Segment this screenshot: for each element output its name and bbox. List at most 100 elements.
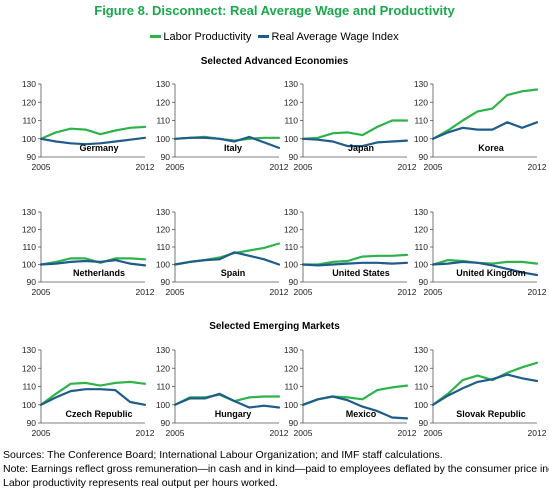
x-tick-label-slovak-republic: 2005 (424, 428, 443, 438)
x-tick-label-slovak-republic: 2012 (528, 428, 547, 438)
panel-italy: 90 100 110 120 130 2005 2012 Italy (156, 79, 289, 172)
y-tick-label-united-states: 130 (284, 207, 298, 217)
panel-title-korea: Korea (478, 143, 505, 153)
panel-netherlands: 90 100 110 120 130 2005 2012 Netherlands (22, 207, 155, 297)
panel-title-mexico: Mexico (346, 409, 377, 419)
footnotes: Sources: The Conference Board; Internati… (3, 448, 549, 490)
x-tick-label-spain: 2005 (166, 287, 185, 297)
wage-line-netherlands (39, 259, 147, 267)
y-tick-label-czech-republic: 110 (22, 382, 36, 392)
y-tick-label-japan: 100 (284, 134, 298, 144)
legend-item-productivity: Labor Productivity (150, 31, 251, 43)
y-tick-label-korea: 90 (419, 152, 429, 162)
y-tick-label-germany: 100 (22, 134, 36, 144)
productivity-line-united-states (301, 253, 409, 266)
x-tick-label-mexico: 2012 (398, 428, 417, 438)
y-tick-label-hungary: 130 (156, 345, 170, 355)
x-tick-label-hungary: 2005 (166, 428, 185, 438)
y-tick-label-netherlands: 120 (22, 225, 36, 235)
y-tick-label-czech-republic: 90 (27, 418, 37, 428)
y-tick-label-italy: 100 (156, 134, 170, 144)
y-tick-label-spain: 100 (156, 260, 170, 270)
x-tick-label-united-kingdom: 2012 (528, 287, 547, 297)
panel-spain: 90 100 110 120 130 2005 2012 Spain (156, 207, 289, 297)
panel-title-hungary: Hungary (215, 409, 252, 419)
y-tick-label-mexico: 110 (284, 382, 298, 392)
legend-label-wage: Real Average Wage Index (271, 31, 399, 43)
y-tick-label-japan: 130 (284, 79, 298, 89)
wage-line-japan (301, 137, 409, 148)
y-tick-label-netherlands: 100 (22, 260, 36, 270)
y-tick-label-netherlands: 110 (22, 242, 36, 252)
panel-germany: 90 100 110 120 130 2005 2012 Germany (22, 79, 155, 172)
x-tick-label-czech-republic: 2005 (32, 428, 51, 438)
y-tick-label-hungary: 100 (156, 400, 170, 410)
section-title-emerging: Selected Emerging Markets (209, 321, 340, 332)
y-tick-label-czech-republic: 130 (22, 345, 36, 355)
y-tick-label-mexico: 90 (289, 418, 299, 428)
y-tick-label-germany: 120 (22, 97, 36, 107)
wage-line-mexico (301, 395, 409, 420)
section-title-advanced: Selected Advanced Economies (200, 56, 349, 67)
panel-title-slovak-republic: Slovak Republic (456, 409, 526, 419)
y-tick-label-italy: 90 (161, 152, 171, 162)
legend-swatch-productivity (150, 34, 162, 38)
y-tick-label-hungary: 120 (156, 363, 170, 373)
panel-hungary: 90 100 110 120 130 2005 2012 Hungary (156, 345, 289, 438)
wage-line-spain (173, 251, 281, 266)
y-tick-label-spain: 110 (156, 242, 170, 252)
y-tick-label-mexico: 120 (284, 363, 298, 373)
panel-title-germany: Germany (79, 143, 118, 153)
x-tick-label-mexico: 2005 (294, 428, 313, 438)
productivity-line-czech-republic (39, 380, 147, 406)
y-tick-label-slovak-republic: 120 (414, 363, 428, 373)
panel-japan: 90 100 110 120 130 2005 2012 Japan (284, 79, 417, 172)
x-tick-label-united-states: 2005 (294, 287, 313, 297)
y-tick-label-germany: 90 (27, 152, 37, 162)
y-tick-label-spain: 120 (156, 225, 170, 235)
y-tick-label-japan: 120 (284, 97, 298, 107)
wage-line-united-states (301, 261, 409, 267)
y-tick-label-germany: 130 (22, 79, 36, 89)
x-tick-label-united-kingdom: 2005 (424, 287, 443, 297)
x-tick-label-japan: 2005 (294, 162, 313, 172)
y-tick-label-germany: 110 (22, 116, 36, 126)
y-tick-label-united-states: 120 (284, 225, 298, 235)
y-tick-label-united-states: 100 (284, 260, 298, 270)
y-tick-label-slovak-republic: 130 (414, 345, 428, 355)
x-tick-label-hungary: 2012 (270, 428, 289, 438)
wage-line-czech-republic (39, 388, 147, 406)
legend-label-productivity: Labor Productivity (163, 31, 252, 43)
y-tick-label-korea: 110 (414, 116, 428, 126)
y-tick-label-united-kingdom: 90 (419, 277, 429, 287)
legend-swatch-wage (258, 34, 270, 38)
y-tick-label-czech-republic: 100 (22, 400, 36, 410)
panel-united-states: 90 100 110 120 130 2005 2012 United States (284, 207, 417, 297)
panel-title-czech-republic: Czech Republic (65, 409, 132, 419)
x-tick-label-netherlands: 2005 (32, 287, 51, 297)
wage-line-hungary (173, 392, 281, 409)
y-tick-label-spain: 130 (156, 207, 170, 217)
y-tick-label-italy: 110 (156, 116, 170, 126)
wage-line-korea (431, 121, 539, 140)
panel-title-netherlands: Netherlands (73, 268, 125, 278)
panel-title-spain: Spain (221, 268, 246, 278)
y-tick-label-japan: 90 (289, 152, 299, 162)
wage-line-united-kingdom (431, 260, 539, 277)
legend-item-wage: Real Average Wage Index (258, 31, 399, 43)
x-tick-label-italy: 2005 (166, 162, 185, 172)
x-tick-label-united-states: 2012 (398, 287, 417, 297)
y-tick-label-korea: 130 (414, 79, 428, 89)
y-tick-label-mexico: 100 (284, 400, 298, 410)
wage-line-italy (173, 135, 281, 149)
y-tick-label-mexico: 130 (284, 345, 298, 355)
productivity-line-korea (431, 88, 539, 140)
panel-korea: 90 100 110 120 130 2005 2012 Korea (414, 79, 547, 172)
y-tick-label-hungary: 110 (156, 382, 170, 392)
footnote-note-continued: Labor productivity represents real outpu… (3, 477, 278, 489)
legend: Labor Productivity Real Average Wage Ind… (0, 31, 549, 43)
y-tick-label-united-kingdom: 120 (414, 225, 428, 235)
panel-title-italy: Italy (224, 143, 242, 153)
